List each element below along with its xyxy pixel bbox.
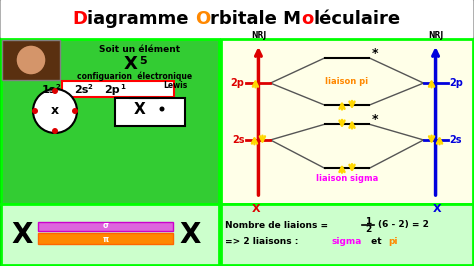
Text: 2s: 2s [449, 135, 462, 145]
Text: 1s: 1s [42, 85, 56, 95]
Text: NRJ: NRJ [428, 31, 443, 40]
Text: X: X [134, 102, 146, 117]
Text: Nombre de liaions =: Nombre de liaions = [225, 221, 328, 230]
Text: 2s: 2s [74, 85, 88, 95]
Text: Lewis: Lewis [163, 81, 187, 89]
Bar [115, 98, 185, 126]
Bar [2, 40, 60, 80]
Text: X: X [124, 55, 138, 73]
Bar [221, 39, 473, 204]
Text: 2p: 2p [449, 78, 464, 88]
Circle shape [52, 128, 58, 134]
Text: 2: 2 [365, 225, 371, 234]
Circle shape [72, 108, 78, 114]
Bar [62, 81, 174, 97]
Text: léculaire: léculaire [313, 10, 401, 28]
Text: et: et [368, 236, 385, 246]
Text: liaison sigma: liaison sigma [316, 174, 378, 183]
Circle shape [32, 108, 38, 114]
Text: X: X [433, 204, 442, 214]
Text: X: X [11, 221, 33, 249]
Bar [221, 204, 473, 265]
Text: D: D [72, 10, 87, 28]
Text: 1: 1 [365, 217, 371, 226]
Bar [38, 233, 173, 244]
FancyBboxPatch shape [1, 0, 473, 39]
Text: X: X [179, 221, 201, 249]
Text: *: * [372, 113, 379, 126]
Text: NRJ: NRJ [251, 31, 266, 40]
Text: rbitale M: rbitale M [210, 10, 301, 28]
Text: o: o [301, 10, 313, 28]
Text: X: X [252, 204, 261, 214]
Bar [1, 204, 219, 265]
Text: π: π [103, 235, 109, 243]
Text: 1: 1 [120, 84, 125, 90]
Text: 2: 2 [88, 84, 93, 90]
Bar [38, 222, 173, 231]
Circle shape [52, 88, 58, 94]
Circle shape [33, 89, 77, 133]
Text: 2: 2 [56, 84, 61, 90]
Text: configuarion  électronique: configuarion électronique [77, 71, 192, 81]
Bar [1, 39, 219, 204]
Text: liaison pi: liaison pi [326, 77, 369, 86]
Text: pi: pi [388, 236, 398, 246]
Text: x: x [51, 105, 59, 118]
Text: 2p: 2p [230, 78, 245, 88]
Text: 2p: 2p [104, 85, 119, 95]
Circle shape [159, 106, 164, 111]
Circle shape [16, 45, 46, 75]
Text: *: * [372, 47, 379, 60]
Text: Soit un élément: Soit un élément [100, 45, 181, 55]
Text: O: O [195, 10, 210, 28]
Text: sigma: sigma [332, 236, 363, 246]
Text: σ: σ [103, 222, 109, 231]
Text: (6 - 2) = 2: (6 - 2) = 2 [378, 221, 429, 230]
Text: iagramme: iagramme [87, 10, 195, 28]
Text: => 2 liaisons :: => 2 liaisons : [225, 236, 301, 246]
Text: 2s: 2s [232, 135, 245, 145]
Text: 5: 5 [139, 56, 147, 66]
